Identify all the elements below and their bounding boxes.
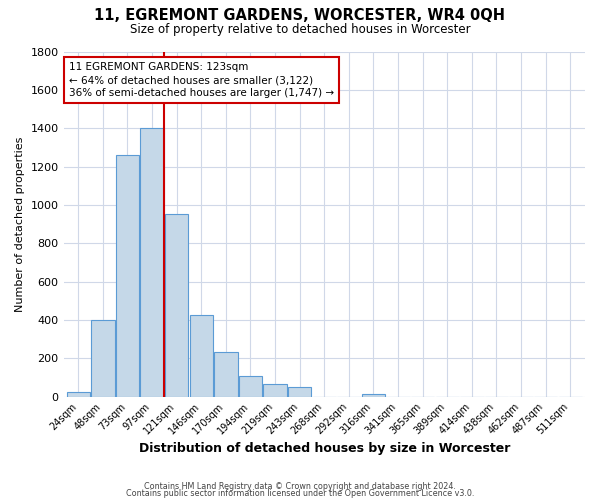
Text: Size of property relative to detached houses in Worcester: Size of property relative to detached ho… [130, 22, 470, 36]
Bar [263, 384, 287, 396]
Bar [362, 394, 385, 396]
Text: 11 EGREMONT GARDENS: 123sqm
← 64% of detached houses are smaller (3,122)
36% of : 11 EGREMONT GARDENS: 123sqm ← 64% of det… [69, 62, 334, 98]
Bar [239, 376, 262, 396]
Y-axis label: Number of detached properties: Number of detached properties [15, 136, 25, 312]
Text: Contains public sector information licensed under the Open Government Licence v3: Contains public sector information licen… [126, 489, 474, 498]
Text: Contains HM Land Registry data © Crown copyright and database right 2024.: Contains HM Land Registry data © Crown c… [144, 482, 456, 491]
X-axis label: Distribution of detached houses by size in Worcester: Distribution of detached houses by size … [139, 442, 510, 455]
Bar [288, 387, 311, 396]
Bar [140, 128, 164, 396]
Bar [116, 155, 139, 396]
Bar [165, 214, 188, 396]
Bar [91, 320, 115, 396]
Bar [190, 315, 213, 396]
Bar [67, 392, 90, 396]
Text: 11, EGREMONT GARDENS, WORCESTER, WR4 0QH: 11, EGREMONT GARDENS, WORCESTER, WR4 0QH [95, 8, 505, 22]
Bar [214, 352, 238, 397]
